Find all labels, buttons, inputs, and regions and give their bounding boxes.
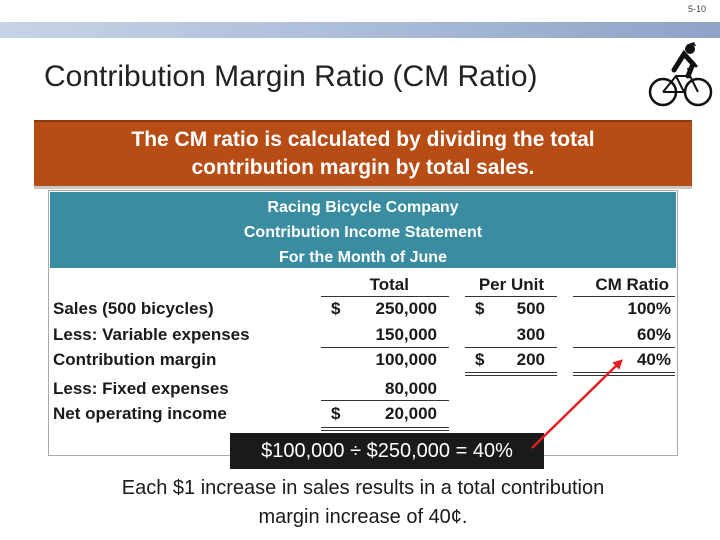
statement-header: Racing Bicycle Company Contribution Inco… [50,192,676,268]
row-label: Less: Fixed expenses [53,379,229,398]
column-header-cm-ratio: CM Ratio [595,275,669,294]
row-label: Contribution margin [53,350,217,369]
currency-symbol: $ [475,350,485,369]
explanation-line-2: margin increase of 40¢. [258,506,468,528]
total-value: 80,000 [385,379,437,398]
definition-callout: The CM ratio is calculated by dividing t… [34,120,692,186]
header-rule-per-unit [465,296,557,297]
header-rule-cm-ratio [573,296,675,297]
explanation-line-1: Each $1 increase in sales results in a t… [121,477,605,499]
per-unit-value: 500 [516,299,545,318]
column-header-per-unit: Per Unit [478,275,544,294]
subtotal-rule-total [321,347,449,348]
slide-title: Contribution Margin Ratio (CM Ratio) [44,60,538,93]
total-value: 20,000 [385,404,437,423]
callout-line-2: contribution margin by total sales. [191,156,535,179]
statement-period: For the Month of June [279,249,447,266]
subtotal-rule-fixed [321,400,449,401]
total-value: 250,000 [375,299,437,318]
column-header-total: Total [369,275,409,294]
top-band [0,22,720,38]
cm-ratio-value: 100% [627,299,671,318]
row-label: Sales (500 bicycles) [53,299,214,318]
total-value: 150,000 [375,325,437,344]
explanation-text: Each $1 increase in sales results in a t… [40,474,686,532]
cyclist-icon [648,42,713,107]
per-unit-value: 200 [516,350,545,369]
header-rule-total [321,296,449,297]
slide-number: 5-10 [687,4,706,14]
callout-line-1: The CM ratio is calculated by dividing t… [131,128,595,151]
double-rule-per-unit [465,372,557,376]
cm-ratio-value: 40% [636,350,671,369]
per-unit-value: 300 [516,325,545,344]
row-label: Net operating income [53,404,227,423]
row-label: Less: Variable expenses [53,325,250,344]
statement-subtitle: Contribution Income Statement [243,224,483,241]
income-statement: Racing Bicycle Company Contribution Inco… [48,190,678,456]
double-rule-total [321,427,449,431]
cm-ratio-value: 60% [636,325,671,344]
total-value: 100,000 [375,350,437,369]
double-rule-cm-ratio [573,372,675,376]
subtotal-rule-cm-ratio [573,347,675,348]
currency-symbol: $ [331,299,341,318]
company-name: Racing Bicycle Company [267,199,459,216]
subtotal-rule-per-unit [465,347,557,348]
currency-symbol: $ [475,299,485,318]
formula-box: $100,000 ÷ $250,000 = 40% [230,433,544,469]
currency-symbol: $ [331,404,341,423]
